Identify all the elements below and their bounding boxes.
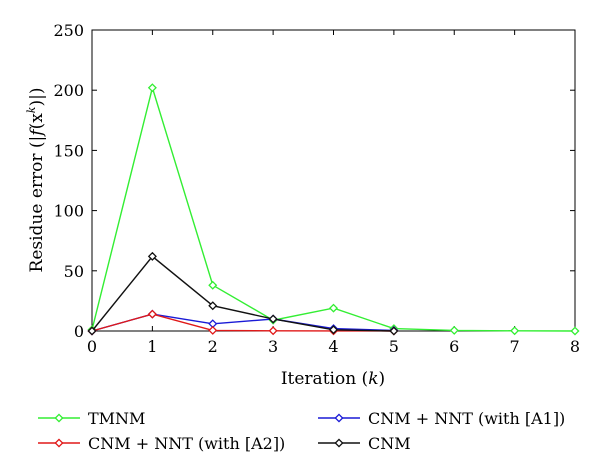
- x-tick-label: 0: [87, 337, 97, 356]
- legend-label: CNM: [368, 434, 411, 453]
- series-line-cnm-nnt-with-a1: [91, 313, 394, 332]
- legend-item-cnm-nnt-with-a2: CNM + NNT (with [A2]): [38, 434, 285, 453]
- y-axis-label-prefix: Residue error (|: [27, 136, 47, 273]
- data-point-tmnm: [147, 83, 157, 93]
- y-tick-label: 200: [53, 81, 84, 100]
- x-axis-label-text: Iteration: [281, 369, 356, 389]
- data-point-cnm-nnt-with-a2: [268, 326, 278, 336]
- axis-ticks: 0 1 2 3 4 5 6 7 8 0 50 100 150 200 250: [53, 21, 580, 356]
- x-tick-label: 7: [510, 337, 520, 356]
- legend-item-tmnm: TMNM: [38, 409, 145, 428]
- y-tick-label: 250: [53, 21, 84, 40]
- data-point-cnm-nnt-with-a2: [147, 309, 157, 319]
- legend-label: CNM + NNT (with [A2]): [88, 434, 285, 453]
- legend: TMNM CNM + NNT (with [A2]) CNM + NNT (with…: [38, 409, 565, 453]
- legend-marker: [334, 438, 344, 448]
- legend-label: CNM + NNT (with [A1]): [368, 409, 565, 428]
- y-axis-label: Residue error (|f(xk)|): [25, 88, 47, 273]
- y-axis-label-sup: k: [25, 106, 38, 113]
- legend-marker: [334, 413, 344, 423]
- y-tick-label: 150: [53, 141, 84, 160]
- data-point-cnm: [208, 301, 218, 311]
- y-tick-label: 0: [74, 322, 84, 341]
- y-axis-label-x: (x: [27, 113, 47, 130]
- plot-frame: [91, 29, 576, 332]
- data-point-cnm: [147, 251, 157, 261]
- x-tick-label: 6: [449, 337, 459, 356]
- series-cnm: [87, 251, 399, 336]
- x-tick-label: 8: [570, 337, 580, 356]
- data-point-cnm: [328, 325, 339, 335]
- series-layer: [87, 83, 580, 336]
- legend-marker: [54, 413, 64, 423]
- data-point-tmnm: [328, 303, 339, 313]
- x-axis-label-var: k: [368, 369, 378, 389]
- x-axis-label: Iteration (k): [281, 369, 385, 389]
- data-point-tmnm: [570, 326, 580, 336]
- data-point-cnm-nnt-with-a2: [208, 325, 218, 335]
- series-line-cnm-nnt-with-a2: [91, 313, 394, 332]
- y-tick-label: 50: [64, 262, 84, 281]
- legend-item-cnm-nnt-with-a1: CNM + NNT (with [A1]): [318, 409, 565, 428]
- series-line-cnm: [91, 255, 394, 332]
- data-point-tmnm: [208, 280, 218, 290]
- x-tick-label: 1: [147, 337, 157, 356]
- data-point-cnm: [389, 326, 399, 336]
- series-tmnm: [87, 83, 580, 336]
- x-tick-label: 2: [208, 337, 218, 356]
- legend-marker: [54, 438, 64, 448]
- y-axis-label-suffix: )|): [27, 88, 47, 107]
- x-tick-label: 4: [328, 337, 338, 356]
- legend-item-cnm: CNM: [318, 434, 411, 453]
- data-point-cnm: [87, 326, 97, 336]
- x-tick-label: 5: [389, 337, 399, 356]
- data-point-tmnm: [449, 325, 459, 335]
- data-point-cnm: [268, 314, 278, 324]
- series-line-tmnm: [91, 85, 576, 332]
- legend-label: TMNM: [88, 409, 145, 428]
- data-point-tmnm: [510, 326, 520, 336]
- y-tick-label: 100: [53, 202, 84, 221]
- x-tick-label: 3: [268, 337, 278, 356]
- y-axis-label-f: f: [27, 127, 47, 138]
